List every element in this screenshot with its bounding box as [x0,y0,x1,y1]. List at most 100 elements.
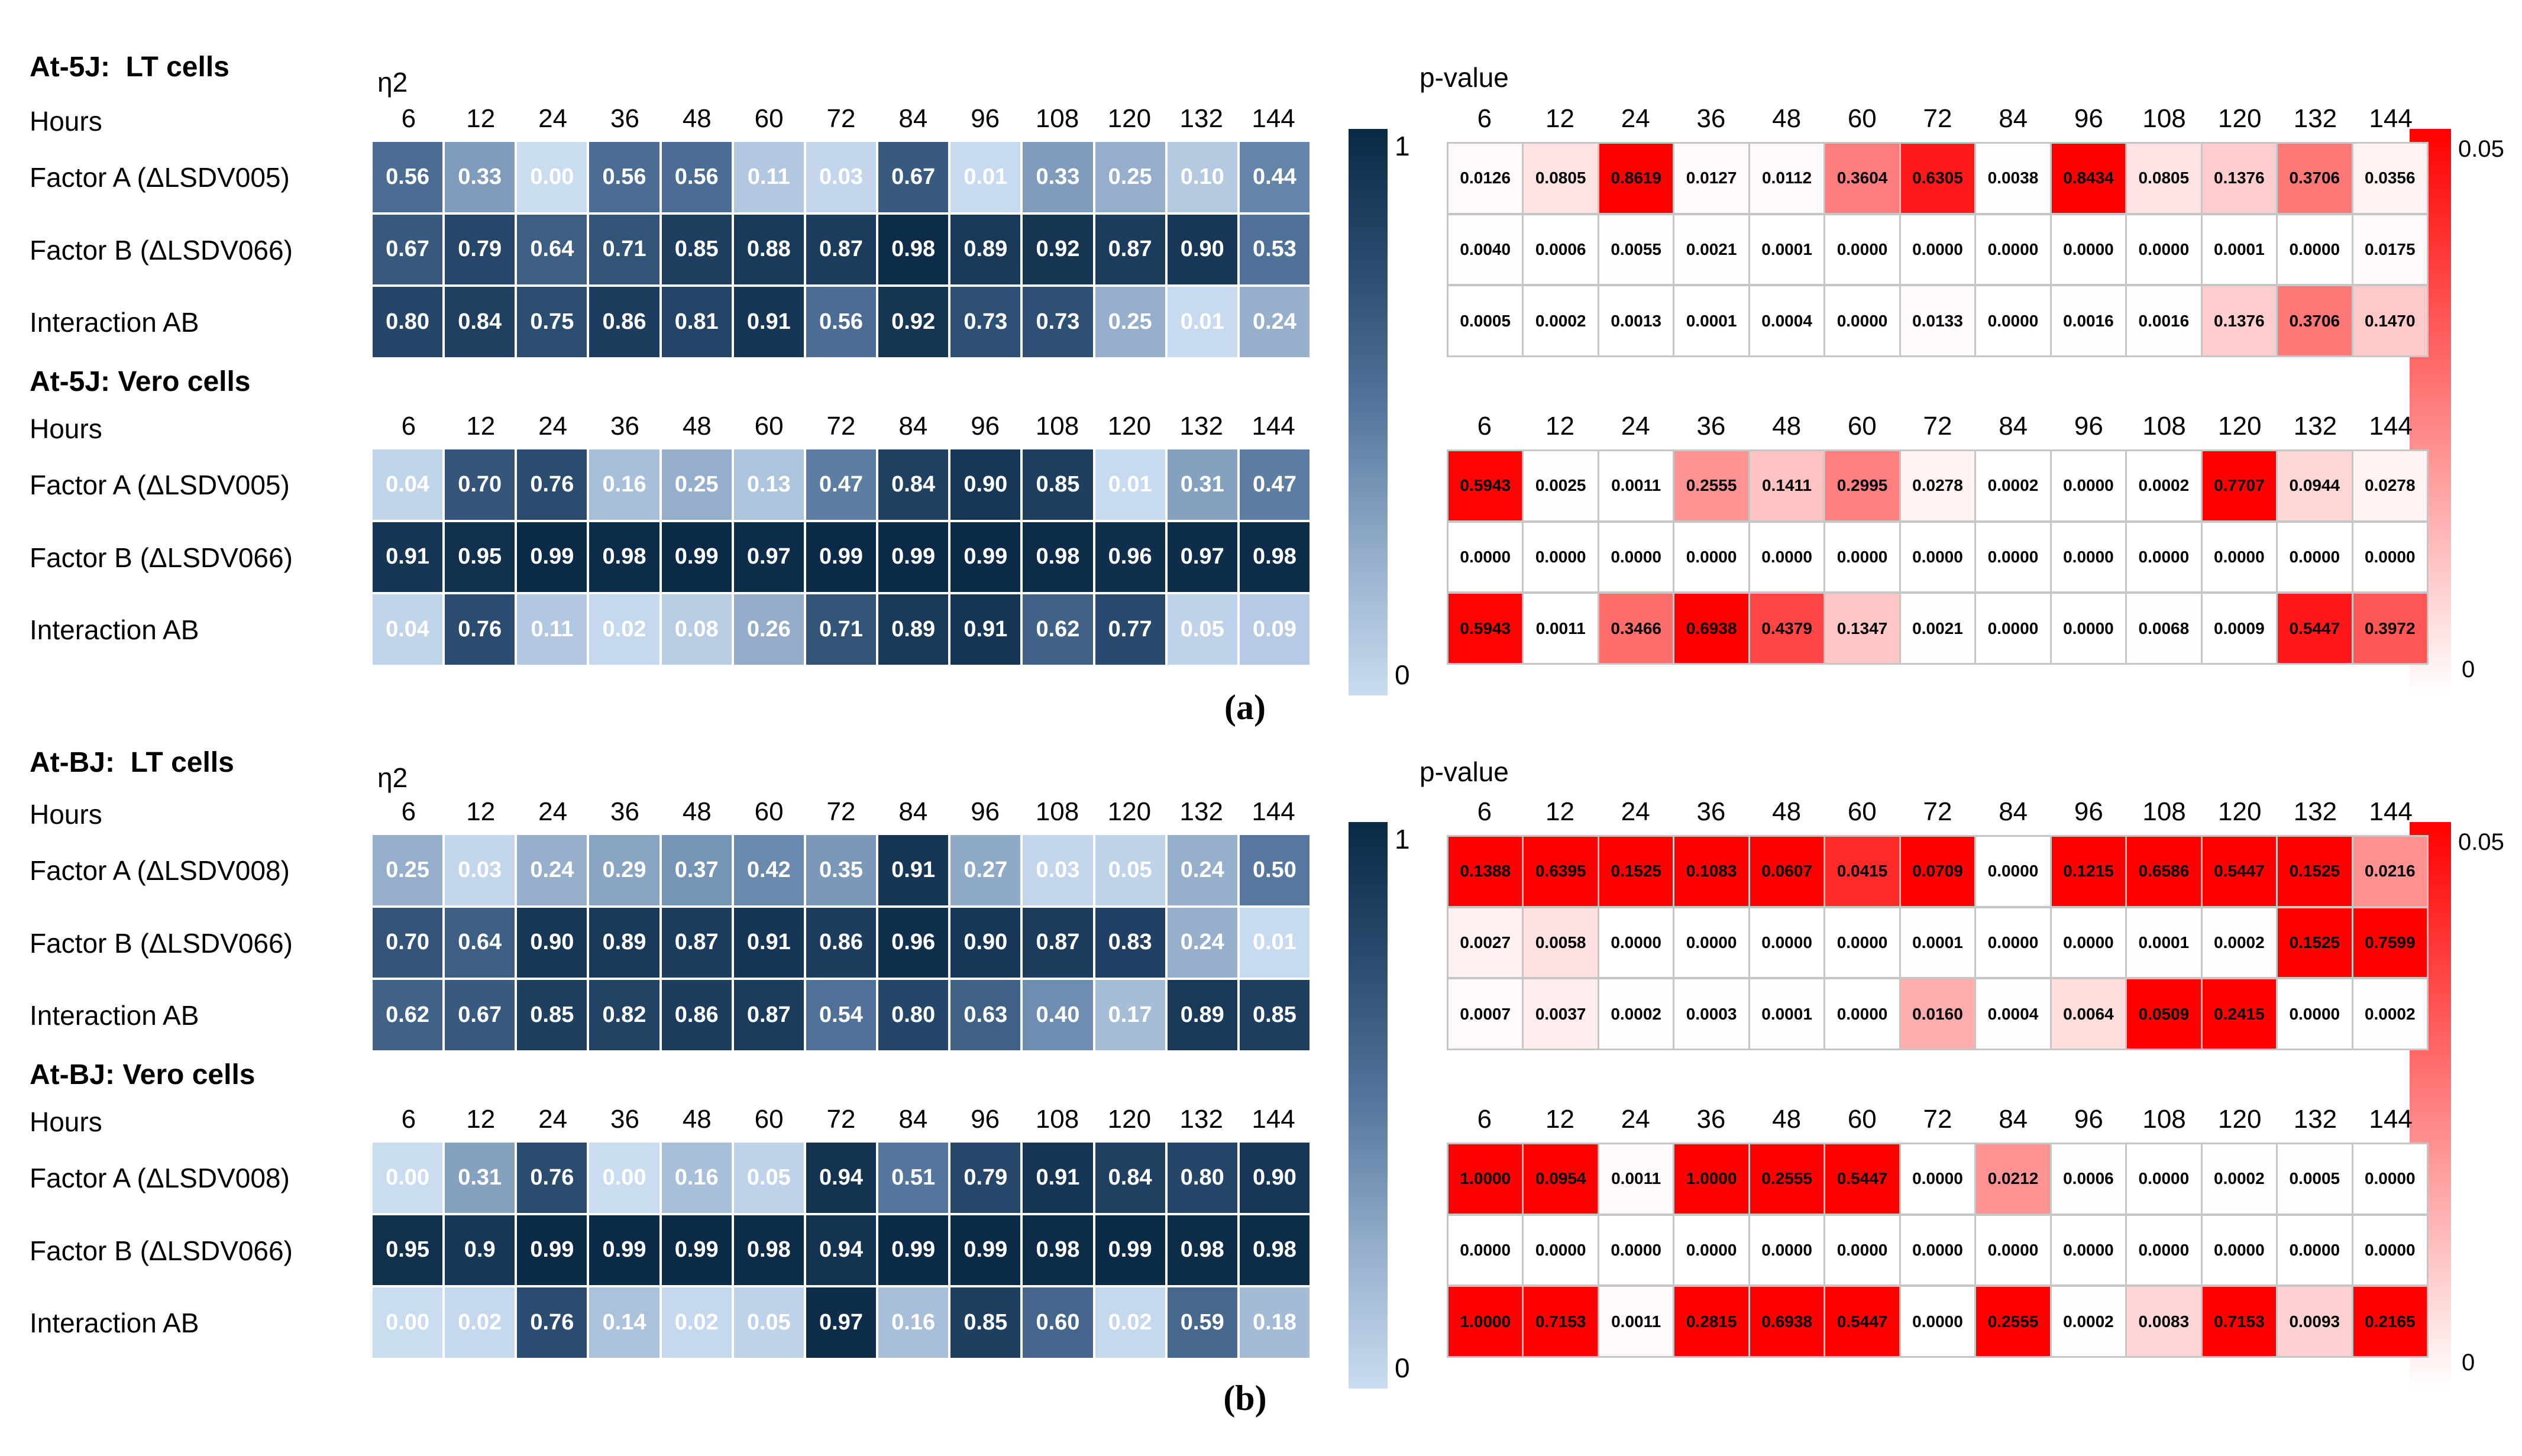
p-value-label: p-value [1420,62,1509,93]
hour-tick: 36 [1696,104,1726,133]
hour-tick: 144 [1252,1105,1295,1134]
row-label: Factor A (ΔLSDV005) [30,161,290,193]
eta-cell: 0.80 [373,287,443,357]
hour-tick: 144 [2369,1105,2413,1134]
p-cell: 0.0000 [2051,215,2126,284]
eta-cell: 0.90 [1167,214,1237,285]
p-cell: 0.0000 [1900,522,1975,592]
p-cell: 1.0000 [1448,1144,1522,1214]
hour-tick: 48 [682,412,712,441]
eta-heatmap: 0.00 0.31 0.76 0.00 0.16 0.05 0.94 0.51 0.79 0.91… [373,1143,1310,1358]
eta-cell: 0.14 [589,1287,659,1358]
p-cell: 0.5943 [1448,451,1522,520]
section-title: At-5J: LT cells [30,51,229,83]
p-cell: 0.0944 [2278,451,2352,520]
p-cell: 0.0000 [2127,1144,2201,1214]
p-cell: 0.0002 [1976,451,2050,520]
hour-tick: 96 [2074,797,2103,826]
hour-tick: 36 [610,797,639,826]
eta-cell: 0.25 [661,449,732,520]
row-label: Factor B (ΔLSDV066) [30,927,293,959]
p-cell: 0.0007 [1448,979,1522,1049]
hours-label: Hours [30,413,102,444]
hour-tick: 24 [538,412,568,441]
eta-cell: 0.24 [1167,907,1237,978]
p-cell: 0.0001 [2202,215,2277,284]
hour-tick: 144 [1252,104,1295,133]
p-cell: 0.0000 [1976,594,2050,663]
eta-cell: 0.98 [589,522,659,593]
hour-tick: 24 [1621,797,1650,826]
eta-cell: 0.03 [1023,835,1093,905]
p-cell: 0.0068 [2127,594,2201,663]
p-cell: 0.0000 [1599,522,1673,592]
eta-cell: 0.29 [589,835,659,905]
hour-tick: 120 [1107,1105,1152,1134]
p-cell: 0.0000 [1674,522,1748,592]
p-cell: 0.0002 [2127,451,2201,520]
hour-tick: 108 [1035,104,1079,133]
p-cell: 0.0000 [2353,522,2427,592]
p-cell: 0.0133 [1900,286,1975,355]
hour-tick: 96 [971,412,1000,441]
p-cell: 0.0025 [1524,451,1598,520]
hours-label: Hours [30,1106,102,1137]
p-cell: 0.0000 [1825,1215,1899,1285]
eta-cell: 0.99 [517,522,587,593]
p-cell: 0.0278 [2353,451,2427,520]
eta-cell: 0.81 [661,287,732,357]
eta-cell: 0.99 [950,522,1021,593]
hour-tick: 120 [1107,104,1152,133]
eta-cell: 0.02 [589,594,659,665]
eta-cell: 0.02 [445,1287,515,1358]
hour-tick: 48 [682,797,712,826]
eta-cell: 0.62 [373,980,443,1050]
hour-tick: 6 [401,104,416,133]
eta-cell: 0.91 [373,522,443,593]
row-label: Interaction AB [30,1307,199,1338]
eta-cell: 0.01 [950,142,1021,212]
p-cell: 0.4379 [1750,594,1824,663]
hour-tick: 120 [2218,412,2262,441]
hour-tick: 96 [2074,104,2103,133]
eta-cell: 0.91 [878,835,949,905]
p-cell: 0.0000 [2051,1215,2126,1285]
eta-cell: 0.79 [445,214,515,285]
pvalue-heatmap: 0.1388 0.6395 0.1525 0.1083 0.0607 0.0415 0.07… [1447,835,2429,1050]
eta-cell: 0.94 [806,1143,877,1213]
hour-tick: 96 [971,1105,1000,1134]
row-label: Factor A (ΔLSDV008) [30,1162,290,1193]
hour-tick: 48 [682,104,712,133]
p-cell: 0.0805 [2127,144,2201,213]
p-cell: 0.0000 [1900,215,1975,284]
pvalue-heatmap: 1.0000 0.0954 0.0011 1.0000 0.2555 0.5447 0.00… [1447,1143,2429,1358]
p-cell: 0.0002 [2051,1287,2126,1356]
eta-cell: 0.85 [1239,980,1310,1050]
p-cell: 0.6586 [2127,837,2201,906]
eta-cell: 0.40 [1023,980,1093,1050]
p-cell: 0.6938 [1750,1287,1824,1356]
p-cell: 0.1525 [1599,837,1673,906]
eta-cell: 0.92 [1023,214,1093,285]
p-cell: 0.0005 [1448,286,1522,355]
hour-tick: 84 [1999,797,2028,826]
p-cell: 0.0004 [1976,979,2050,1049]
eta-cell: 0.99 [806,522,877,593]
hour-tick: 132 [1179,1105,1223,1134]
hour-tick: 72 [1923,797,1952,826]
eta-cell: 0.84 [445,287,515,357]
hour-tick: 144 [1252,412,1295,441]
hour-tick: 48 [1772,104,1802,133]
p-cell: 0.0126 [1448,144,1522,213]
hour-tick: 144 [2369,797,2413,826]
eta-cell: 0.85 [661,214,732,285]
eta-cell: 0.79 [950,1143,1021,1213]
eta-cell: 0.75 [517,287,587,357]
p-cell: 0.3706 [2278,286,2352,355]
hour-tick: 132 [2293,412,2337,441]
hour-tick: 72 [826,104,856,133]
eta-colorbar-min-label: 0 [1395,659,1410,690]
p-cell: 0.0805 [1524,144,1598,213]
hour-tick: 6 [401,797,416,826]
eta-cell: 0.56 [661,142,732,212]
